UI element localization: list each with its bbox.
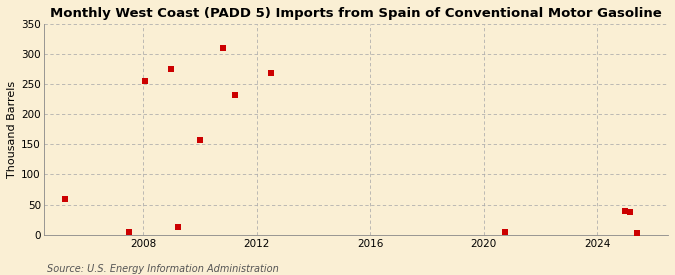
Point	[218, 46, 229, 50]
Point	[625, 210, 636, 214]
Point	[230, 93, 240, 97]
Point	[500, 229, 510, 234]
Point	[124, 229, 134, 234]
Point	[140, 79, 151, 83]
Point	[620, 208, 631, 213]
Point	[173, 225, 184, 230]
Point	[166, 67, 177, 71]
Title: Monthly West Coast (PADD 5) Imports from Spain of Conventional Motor Gasoline: Monthly West Coast (PADD 5) Imports from…	[50, 7, 662, 20]
Point	[59, 196, 70, 201]
Point	[265, 71, 276, 75]
Point	[194, 137, 205, 142]
Point	[632, 231, 643, 235]
Text: Source: U.S. Energy Information Administration: Source: U.S. Energy Information Administ…	[47, 264, 279, 274]
Y-axis label: Thousand Barrels: Thousand Barrels	[7, 81, 17, 178]
